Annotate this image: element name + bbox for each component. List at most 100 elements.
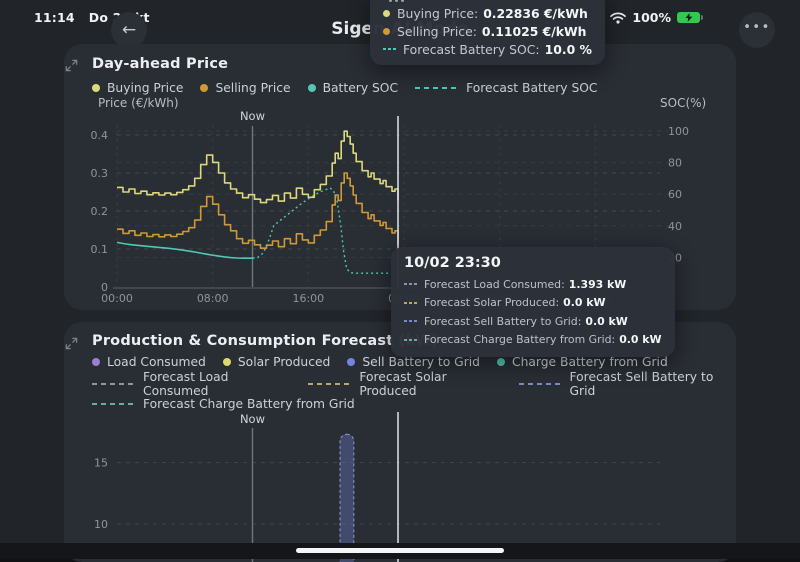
tooltip-row: Selling Price: 0.11025 €/kWh: [383, 22, 592, 40]
legend-item[interactable]: Load Consumed: [92, 355, 206, 369]
legend-label: Forecast Load Consumed: [143, 370, 229, 398]
clock: 11:14: [34, 10, 75, 25]
axis-tick-label: 0.3: [91, 167, 109, 180]
tooltip-label: Forecast Sell Battery to Grid:: [424, 314, 582, 328]
series-dash-icon: [404, 320, 417, 323]
series-battery-soc: [116, 241, 253, 259]
legend-item[interactable]: Solar Produced: [222, 355, 331, 369]
forecast-chart-plot[interactable]: 15 10 Now: [64, 322, 736, 562]
forecast-sell-battery-spike: [339, 433, 355, 562]
series-dash-icon: [404, 283, 417, 286]
axis-tick-label: 60: [668, 188, 682, 201]
series-dash-icon: [404, 338, 417, 341]
bottom-bar: [0, 543, 800, 559]
legend-label: Charge Battery from Grid: [511, 355, 668, 369]
tooltip-row: Forecast Solar Produced: 0.0 kW: [404, 294, 662, 313]
axis-tick-label: 100: [668, 125, 689, 138]
now-marker-label: Now: [240, 109, 265, 123]
axis-tick-label: 00:00: [101, 292, 133, 305]
axis-tick-label: 0.2: [91, 205, 109, 218]
axis-tick-label: 10: [94, 518, 108, 531]
tooltip-label: Forecast Solar Produced:: [424, 296, 560, 310]
tooltip-label: Forecast Load Consumed:: [424, 277, 565, 291]
card-title: Day-ahead Price: [92, 56, 229, 72]
legend-item[interactable]: Forecast Sell Battery to Grid: [518, 370, 736, 398]
legend-item[interactable]: Forecast Load Consumed: [92, 370, 291, 398]
tooltip-row: Forecast Sell Battery to Grid: 0.0 kW: [404, 312, 662, 331]
tooltip-timestamp: 10/02 23:30: [404, 255, 501, 271]
status-bar-right: 100%: [610, 10, 703, 25]
legend-label: Forecast Battery SOC: [466, 81, 598, 95]
legend-item[interactable]: Forecast Battery SOC: [415, 81, 598, 95]
series-dash-icon: [404, 301, 417, 304]
axis-tick-label: 40: [668, 220, 682, 233]
tooltip-label: Selling Price:: [397, 23, 477, 39]
legend-label: Selling Price: [215, 81, 291, 95]
tooltip-row: Forecast Load Consumed: 1.393 kW: [404, 275, 662, 294]
forecast-card: Production & Consumption Forecast (kW) L…: [64, 322, 736, 562]
now-marker-label: Now: [240, 412, 265, 426]
legend-item[interactable]: Battery SOC: [307, 81, 399, 95]
legend-item[interactable]: Forecast Charge Battery from Grid: [92, 397, 355, 411]
tooltip-row: Forecast Charge Battery from Grid: 0.0 kW: [404, 331, 662, 350]
back-button[interactable]: ←: [111, 12, 147, 48]
legend-item[interactable]: Sell Battery to Grid: [347, 355, 480, 369]
more-options-button[interactable]: •••: [739, 12, 775, 48]
back-arrow-icon: ←: [121, 19, 137, 40]
tooltip-value: 10.0 %: [544, 41, 592, 57]
forecast-chart-tooltip: 10/02 23:30 Forecast Load Consumed: 1.393…: [391, 247, 675, 357]
legend-dot-icon: [307, 84, 316, 92]
legend-dot-icon: [92, 358, 100, 366]
wifi-icon: [610, 11, 627, 24]
soc-axis-title: SOC(%): [660, 96, 707, 110]
axis-tick-label: 0.4: [91, 129, 109, 142]
tooltip-label: Forecast Charge Battery from Grid:: [424, 333, 616, 347]
legend-item[interactable]: Charge Battery from Grid: [496, 355, 668, 369]
battery-percent: 100%: [632, 10, 671, 25]
tooltip-label: Buying Price:: [397, 5, 479, 21]
expand-icon[interactable]: [64, 336, 79, 351]
legend-dash-icon: [518, 383, 563, 385]
legend-dot-icon: [200, 84, 209, 92]
legend-item[interactable]: Forecast Solar Produced: [308, 370, 501, 398]
legend-dash-icon: [92, 383, 136, 385]
legend-label: Load Consumed: [107, 355, 206, 369]
axis-tick-label: 08:00: [197, 292, 229, 305]
legend-item[interactable]: Selling Price: [200, 81, 291, 95]
price-chart-tooltip: Buying Price: 0.22836 €/kWh Selling Price:…: [370, 0, 605, 65]
forecast-legend-row-3: Forecast Charge Battery from Grid: [92, 396, 355, 412]
forecast-legend-row-2: Forecast Load Consumed Forecast Solar Pro…: [92, 370, 736, 398]
tooltip-row: Forecast Battery SOC: 10.0 %: [383, 40, 592, 58]
legend-label: Forecast Charge Battery from Grid: [143, 397, 355, 411]
forecast-legend-row-1: Load Consumed Solar Produced Sell Battery …: [92, 354, 668, 370]
price-axis-title: Price (€/kWh): [98, 96, 179, 110]
legend-dot-icon: [92, 84, 100, 92]
tooltip-value: 0.11025 €/kWh: [481, 23, 587, 39]
legend-item[interactable]: Buying Price: [92, 81, 183, 95]
legend-dot-icon: [496, 358, 505, 366]
tooltip-value: 0.22836 €/kWh: [483, 5, 588, 21]
tooltip-value: 0.0 kW: [585, 314, 628, 328]
ellipsis-icon: •••: [743, 20, 771, 35]
legend-label: Sell Battery to Grid: [362, 355, 480, 369]
legend-dash-icon: [92, 403, 136, 405]
legend-dash-icon: [415, 87, 460, 89]
legend-label: Battery SOC: [322, 81, 399, 95]
tooltip-clipped-row-dots: [389, 0, 592, 2]
card-title: Production & Consumption Forecast (kW): [92, 333, 439, 349]
legend-label: Solar Produced: [237, 355, 331, 369]
expand-icon[interactable]: [64, 58, 79, 73]
tooltip-value: 0.0 kW: [563, 296, 606, 310]
tooltip-value: 0.0 kW: [619, 333, 662, 347]
axis-tick-label: 16:00: [292, 292, 324, 305]
legend-label: Buying Price: [107, 81, 184, 95]
tooltip-value: 1.393 kW: [568, 277, 627, 291]
axis-tick-label: 0.1: [91, 243, 109, 256]
tooltip-label: Forecast Battery SOC:: [403, 41, 540, 57]
legend-dot-icon: [347, 358, 356, 366]
price-chart-legend: Buying Price Selling Price Battery SOC Fore…: [92, 80, 598, 96]
axis-tick-label: 80: [668, 157, 682, 170]
battery-icon: [677, 11, 703, 24]
home-indicator[interactable]: [296, 547, 504, 553]
